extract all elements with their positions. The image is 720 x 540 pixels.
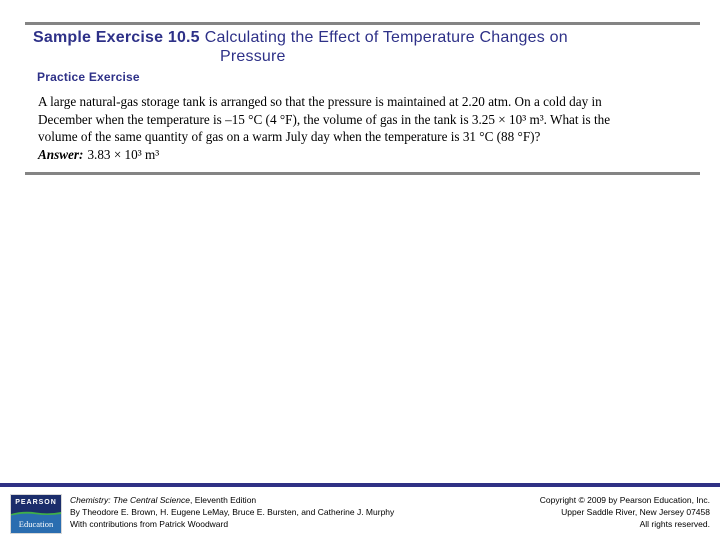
problem-text-block: A large natural-gas storage tank is arra…	[38, 93, 658, 163]
slide-title-number: Sample Exercise 10.5	[33, 29, 200, 46]
footer-book-title: Chemistry: The Central Science	[70, 495, 190, 505]
footer-book-edition: , Eleventh Edition	[190, 495, 257, 505]
slide-title-text: Calculating the Effect of Temperature Ch…	[204, 29, 568, 46]
footer-authors: By Theodore E. Brown, H. Eugene LeMay, B…	[70, 507, 395, 517]
problem-line-2: December when the temperature is –15 °C …	[38, 111, 611, 127]
top-divider	[25, 22, 700, 25]
problem-line-3: volume of the same quantity of gas on a …	[38, 129, 541, 144]
footer-book-credits: Chemistry: The Central Science, Eleventh…	[70, 494, 394, 530]
answer-label: Answer:	[38, 146, 84, 162]
pearson-logo: PEARSON Education	[10, 494, 62, 534]
pearson-logo-education: Education	[11, 515, 61, 533]
footer-accent-bar	[0, 483, 720, 487]
slide-title-line2: Pressure	[220, 48, 286, 65]
practice-exercise-label: Practice Exercise	[37, 70, 140, 84]
problem-line-1: A large natural-gas storage tank is arra…	[38, 94, 602, 109]
copyright-line-2: Upper Saddle River, New Jersey 07458	[561, 507, 710, 517]
footer-copyright: Copyright © 2009 by Pearson Education, I…	[540, 494, 710, 530]
bottom-divider	[25, 172, 700, 175]
answer-value: 3.83 × 10³ m³	[87, 146, 160, 162]
answer-line: Answer: 3.83 × 10³ m³	[38, 146, 658, 164]
footer-book-title-line: Chemistry: The Central Science, Eleventh…	[70, 494, 394, 506]
pearson-logo-wave-icon	[11, 509, 61, 516]
pearson-logo-brand: PEARSON	[11, 495, 61, 510]
copyright-line-3: All rights reserved.	[639, 519, 710, 529]
slide-title: Sample Exercise 10.5 Calculating the Effe…	[33, 28, 693, 66]
footer-contributions: With contributions from Patrick Woodward	[70, 519, 229, 529]
copyright-line-1: Copyright © 2009 by Pearson Education, I…	[539, 495, 710, 505]
slide-title-line1: Sample Exercise 10.5 Calculating the Effe…	[33, 28, 693, 47]
